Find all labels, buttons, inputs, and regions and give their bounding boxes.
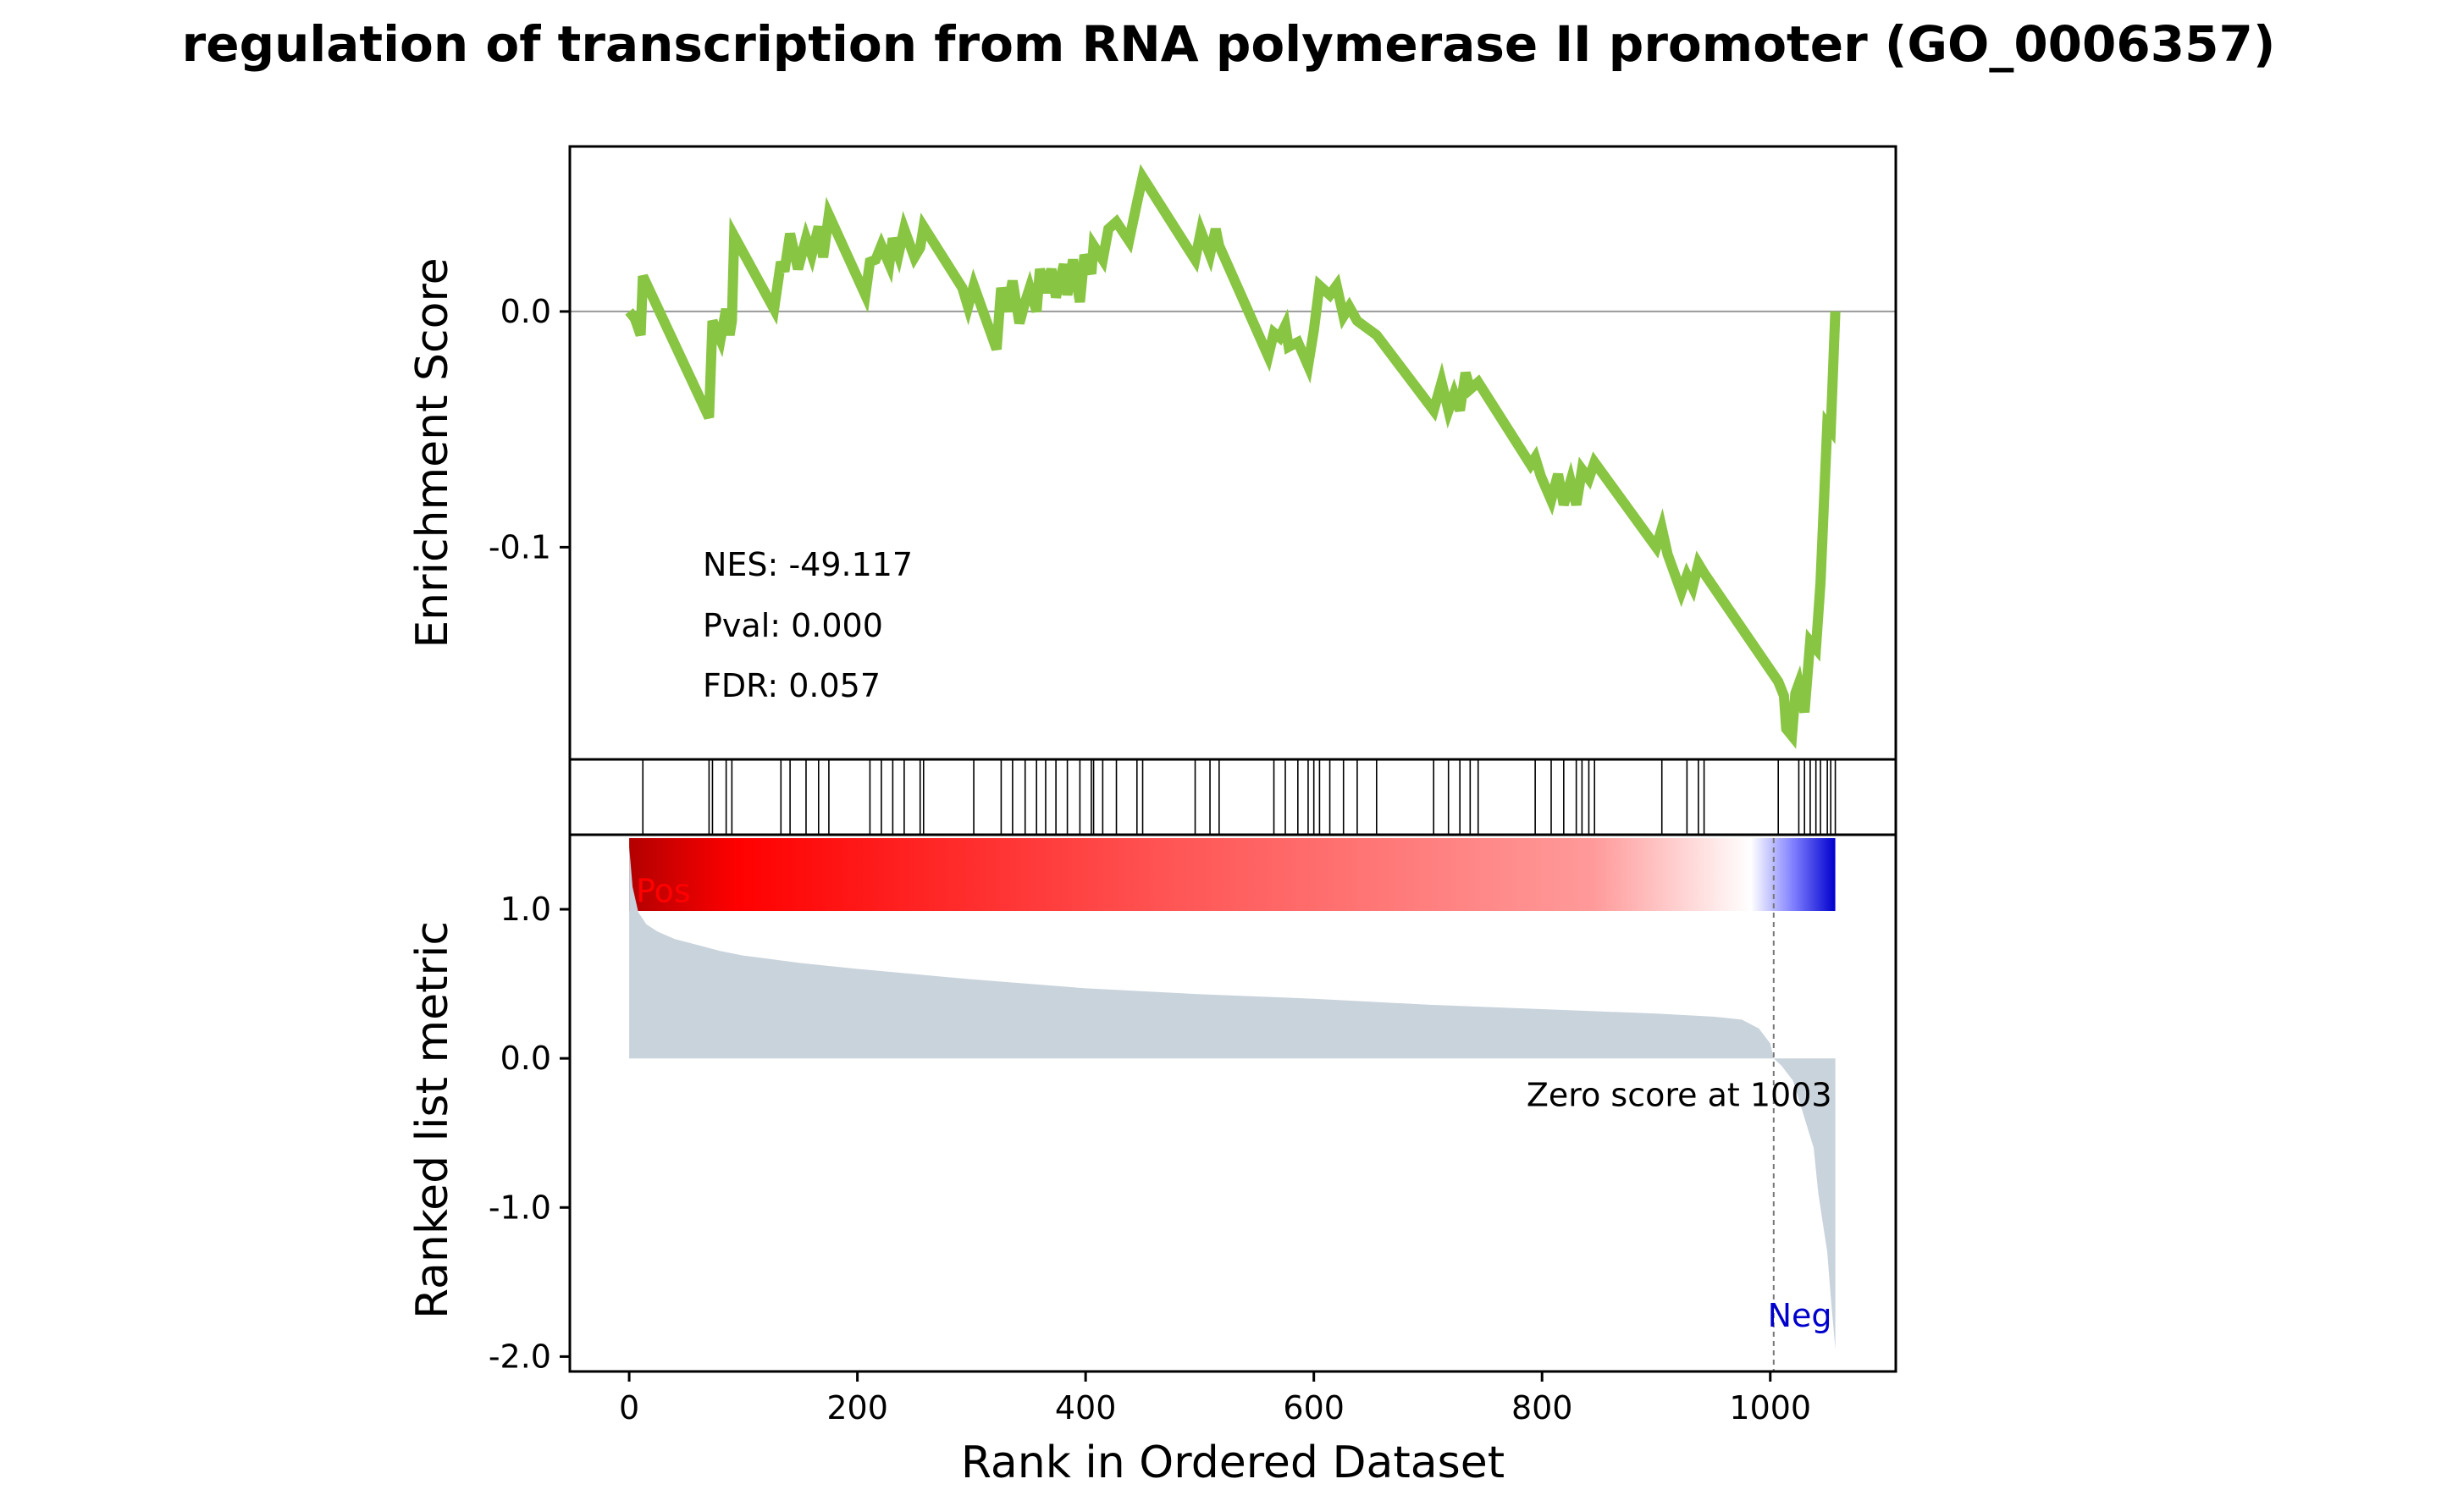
hits-panel — [568, 758, 1897, 836]
hits-panel-frame — [568, 758, 1897, 836]
es-y-axis-label: Enrichment Score — [407, 257, 458, 648]
chart-title: regulation of transcription from RNA pol… — [182, 15, 2276, 73]
rank-y-tick-label: -1.0 — [489, 1189, 551, 1226]
rank-panel: Pos Neg Zero score at 1003 1.0 0.0 -1.0 -2.… — [407, 833, 1897, 1488]
rank-color-bar — [629, 838, 1836, 911]
rank-panel-frame — [568, 833, 1897, 1373]
rank-y-tick-label: 1.0 — [500, 891, 551, 928]
rank-x-ticks: 0 200 400 600 800 1000 — [619, 1371, 1811, 1426]
rank-y-ticks: 1.0 0.0 -1.0 -2.0 — [489, 891, 570, 1375]
rank-y-tick-label: 0.0 — [500, 1040, 551, 1077]
rank-x-axis-label: Rank in Ordered Dataset — [961, 1438, 1505, 1488]
rank-y-tick-label: -2.0 — [489, 1338, 551, 1375]
zero-score-label: Zero score at 1003 — [1527, 1077, 1832, 1114]
rank-x-tick-label: 0 — [619, 1389, 639, 1426]
rank-x-tick-label: 400 — [1055, 1389, 1117, 1426]
rank-x-tick-label: 800 — [1511, 1389, 1573, 1426]
es-panel: 0.0 -0.1 Enrichment Score NES: -49.117 Pv… — [407, 145, 1897, 761]
es-line — [625, 163, 1841, 749]
rank-x-tick-label: 200 — [826, 1389, 888, 1426]
es-y-tick-label: 0.0 — [500, 293, 551, 330]
rank-y-axis-label: Ranked list metric — [407, 921, 458, 1319]
es-y-tick-label: -0.1 — [489, 528, 551, 566]
neg-label: Neg — [1768, 1297, 1832, 1334]
rank-x-tick-label: 1000 — [1729, 1389, 1811, 1426]
es-y-ticks: 0.0 -0.1 — [489, 293, 570, 566]
stat-pval: Pval: 0.000 — [703, 607, 883, 644]
pos-label: Pos — [636, 872, 691, 909]
hit-lines — [642, 759, 1837, 835]
stat-fdr: FDR: 0.057 — [703, 667, 881, 704]
stat-nes: NES: -49.117 — [703, 546, 913, 583]
rank-x-tick-label: 600 — [1283, 1389, 1345, 1426]
